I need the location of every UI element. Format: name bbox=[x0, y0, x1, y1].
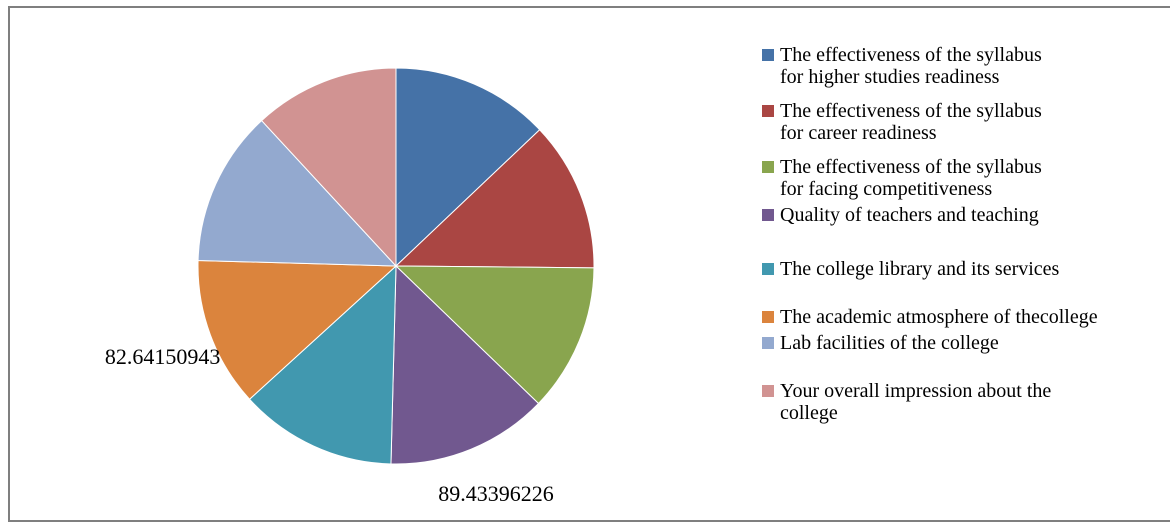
pie-slice-1 bbox=[395, 67, 541, 268]
legend-item-2: The effectiveness of the syllabus for ca… bbox=[762, 100, 1042, 144]
legend-swatch-6 bbox=[762, 311, 774, 323]
legend-swatch-5 bbox=[762, 263, 774, 275]
legend-label-7: Lab facilities of the college bbox=[780, 332, 999, 354]
pie-slice-5 bbox=[248, 264, 397, 465]
legend-item-6: The academic atmosphere of thecollege bbox=[762, 306, 1098, 328]
legend-swatch-4 bbox=[762, 209, 774, 221]
pie-slice-4 bbox=[390, 264, 540, 465]
pie-slice-8 bbox=[260, 67, 397, 268]
legend-swatch-7 bbox=[762, 337, 774, 349]
chart-legend: The effectiveness of the syllabus for hi… bbox=[762, 44, 1170, 464]
legend-item-7: Lab facilities of the college bbox=[762, 332, 999, 354]
legend-label-8: Your overall impression about the colleg… bbox=[780, 380, 1052, 424]
legend-label-3: The effectiveness of the syllabus for fa… bbox=[780, 156, 1042, 200]
legend-swatch-1 bbox=[762, 49, 774, 61]
pie-slice-6 bbox=[197, 259, 398, 400]
pie-chart bbox=[197, 67, 595, 465]
chart-frame: 89.43396226 82.64150943 The effectiveness… bbox=[8, 6, 1170, 522]
pie-slice-7 bbox=[197, 119, 398, 267]
legend-item-3: The effectiveness of the syllabus for fa… bbox=[762, 156, 1042, 200]
data-label-6: 82.64150943 bbox=[104, 343, 221, 369]
legend-swatch-3 bbox=[762, 161, 774, 173]
legend-swatch-8 bbox=[762, 385, 774, 397]
legend-label-5: The college library and its services bbox=[780, 258, 1060, 280]
legend-item-4: Quality of teachers and teaching bbox=[762, 204, 1039, 226]
pie-slice-3 bbox=[394, 265, 595, 405]
data-label-4: 89.43396226 bbox=[438, 481, 554, 507]
legend-item-5: The college library and its services bbox=[762, 258, 1059, 280]
legend-item-8: Your overall impression about the colleg… bbox=[762, 380, 1051, 424]
legend-label-4: Quality of teachers and teaching bbox=[780, 204, 1039, 226]
legend-label-6: The academic atmosphere of thecollege bbox=[780, 306, 1098, 328]
legend-label-1: The effectiveness of the syllabus for hi… bbox=[780, 44, 1042, 88]
legend-label-2: The effectiveness of the syllabus for ca… bbox=[780, 100, 1042, 144]
pie-slice-2 bbox=[394, 129, 595, 269]
legend-swatch-2 bbox=[762, 105, 774, 117]
legend-item-1: The effectiveness of the syllabus for hi… bbox=[762, 44, 1042, 88]
